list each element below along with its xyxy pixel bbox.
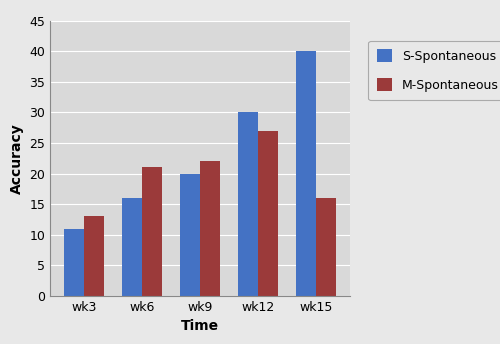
Bar: [180, 173, 200, 296]
X-axis label: Time: Time: [181, 319, 219, 333]
Bar: [142, 168, 163, 296]
Bar: [316, 198, 336, 296]
Bar: [200, 161, 220, 296]
Bar: [258, 131, 278, 296]
Bar: [64, 228, 84, 296]
Bar: [238, 112, 258, 296]
Bar: [122, 198, 142, 296]
Bar: [84, 216, 104, 296]
Y-axis label: Accuracy: Accuracy: [10, 123, 24, 194]
Legend: S-Spontaneous, M-Spontaneous: S-Spontaneous, M-Spontaneous: [368, 41, 500, 100]
Bar: [296, 51, 316, 296]
